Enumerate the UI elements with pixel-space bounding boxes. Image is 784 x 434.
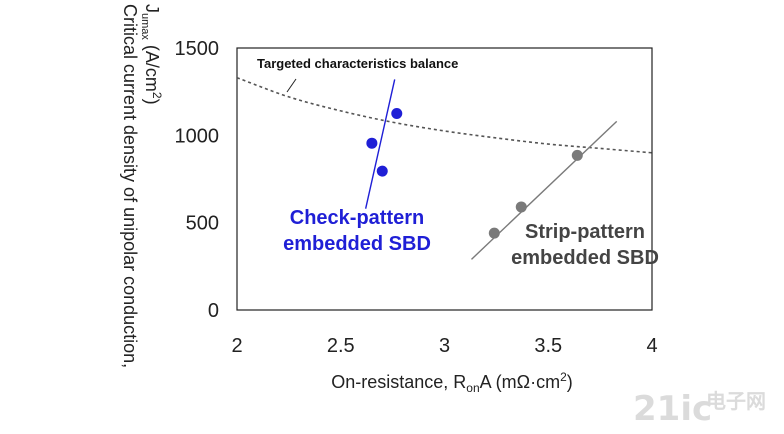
balance-label-leader	[286, 78, 297, 93]
x-tick-label: 2.5	[327, 335, 355, 357]
check-annotation-line2: embedded SBD	[283, 233, 431, 255]
check-data-point	[366, 137, 378, 149]
strip-annotation-line1: Strip-pattern	[525, 221, 645, 243]
balance-label: Targeted characteristics balance	[257, 56, 458, 71]
y-tick-label: 1500	[175, 38, 220, 60]
x-tick-label: 4	[646, 335, 657, 357]
y-axis-label: Critical current density of unipolar con…	[120, 4, 164, 368]
watermark-ic: ic	[680, 389, 712, 429]
x-tick-labels: 2 2.5 3 3.5 4	[231, 335, 657, 357]
strip-data-point	[571, 149, 583, 161]
y-axis-label-line1: Critical current density of unipolar con…	[120, 4, 140, 368]
check-annotation-line1: Check-pattern	[290, 207, 424, 229]
y-tick-label: 500	[186, 213, 219, 235]
check-data-point	[391, 108, 403, 119]
x-tick-label: 3	[439, 335, 450, 357]
watermark: 21ic 电子网	[633, 389, 766, 429]
data-points	[366, 108, 583, 239]
strip-data-point	[515, 201, 527, 213]
strip-data-point	[488, 227, 500, 239]
y-axis-label-line2: Jumax (A/cm2)	[139, 4, 164, 105]
y-tick-label: 0	[208, 300, 219, 322]
watermark-21: 21	[633, 389, 680, 429]
x-axis-label: On-resistance, RonA (mΩ·cm2)	[331, 370, 573, 395]
y-tick-label: 1000	[175, 125, 220, 147]
x-tick-label: 3.5	[534, 335, 562, 357]
check-trend-line	[364, 79, 396, 209]
plot-frame	[236, 47, 653, 311]
strip-annotation-line2: embedded SBD	[511, 247, 659, 269]
check-data-point	[376, 165, 388, 177]
x-tick-label: 2	[231, 335, 242, 357]
watermark-cn: 电子网	[706, 389, 766, 413]
y-tick-labels: 0 500 1000 1500	[175, 38, 220, 322]
svg-text:21ic: 21ic	[633, 389, 712, 429]
balance-curve	[236, 76, 653, 154]
